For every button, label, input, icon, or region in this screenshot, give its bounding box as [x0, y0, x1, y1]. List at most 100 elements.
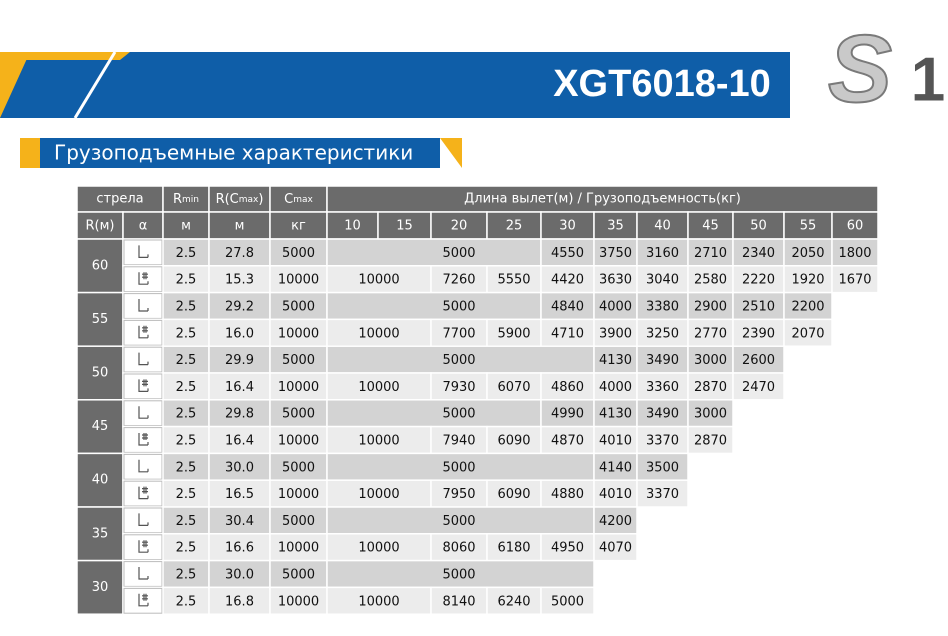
cell-text: 4130	[599, 407, 632, 422]
header-text: R(Cmax)	[216, 192, 264, 207]
cell	[593, 265, 638, 294]
icon-border	[123, 346, 163, 373]
cell-text: 29.9	[225, 353, 254, 368]
cell-text: 2870	[694, 434, 727, 449]
cell-text: 3160	[646, 246, 679, 261]
cell-text: 2470	[742, 380, 775, 395]
header-text: 45	[702, 219, 719, 234]
cell-text: 5000	[282, 353, 315, 368]
cell	[540, 372, 595, 401]
cell-text: 5000	[551, 594, 584, 609]
header-text-part: max	[239, 195, 259, 205]
merged-cell	[326, 372, 432, 401]
cell-text: 15.3	[225, 273, 254, 288]
header-text: м	[235, 219, 245, 234]
yellow-accent	[15, 52, 130, 60]
cell-text: 10000	[278, 434, 319, 449]
model: XGT6018-10	[553, 63, 771, 105]
cell	[540, 586, 595, 615]
cell	[732, 345, 785, 374]
cell-text: 10000	[358, 273, 399, 288]
cell-text: 2870	[694, 380, 727, 395]
header-text: стрела	[96, 192, 143, 207]
cell-text: 6090	[497, 434, 530, 449]
cell-text: 2.5	[176, 541, 197, 556]
cell-text: 3040	[646, 273, 679, 288]
cell-text: 29.8	[225, 407, 254, 422]
header-cell	[430, 211, 488, 240]
cell-text: 5000	[442, 246, 475, 261]
header-text: 25	[506, 219, 523, 234]
header-text: Rmin	[173, 192, 199, 207]
cell-text: 10000	[278, 487, 319, 502]
cell-text: 16.0	[225, 326, 254, 341]
cell-text: 3360	[646, 380, 679, 395]
cell-text: 7940	[442, 434, 475, 449]
icon-cell	[122, 399, 164, 428]
cell-text: 2340	[742, 246, 775, 261]
cell-text: 2.5	[176, 434, 197, 449]
cell	[783, 265, 833, 294]
header-cell	[377, 211, 432, 240]
header-text-part: )	[258, 192, 263, 207]
yellow-accent	[20, 138, 40, 168]
cell-text: 10000	[358, 541, 399, 556]
cell-text: 2.5	[176, 380, 197, 395]
hook-icon	[142, 486, 148, 494]
icon-cell	[122, 291, 164, 321]
hook-icon	[138, 245, 149, 258]
merged-cell	[326, 238, 542, 267]
cell-text: 2710	[694, 246, 727, 261]
hook-icon	[138, 352, 149, 366]
boom-cell	[76, 559, 124, 615]
header-text: 55	[800, 219, 817, 234]
cell-text: 16.4	[225, 380, 254, 395]
cell	[687, 238, 734, 267]
cell-text: 2.5	[176, 460, 197, 475]
cell-text: 5000	[442, 300, 475, 315]
section-bar	[40, 138, 440, 168]
cell	[162, 345, 210, 374]
header-text: 30	[559, 219, 576, 234]
hook-icon	[138, 272, 149, 285]
cell-text: 5000	[442, 407, 475, 422]
cell-text: 3900	[599, 326, 632, 341]
cell-text: 3000	[694, 353, 727, 368]
icon-cell	[122, 238, 164, 267]
header-cell	[831, 211, 879, 240]
cell-text: 4200	[599, 514, 632, 529]
cell	[593, 533, 638, 562]
header-cell	[269, 185, 328, 213]
cell-text: 8060	[442, 541, 475, 556]
cell-text: 4140	[599, 460, 632, 475]
cell	[269, 586, 328, 615]
header-text-part: R(C	[216, 192, 239, 207]
icon-border	[123, 373, 163, 400]
hook-icon	[142, 325, 148, 333]
cell-text: 4860	[551, 380, 584, 395]
cell-text: 4870	[551, 434, 584, 449]
merged-cell	[326, 291, 542, 321]
hook-icon	[142, 272, 148, 280]
cell-text: 4840	[551, 300, 584, 315]
icon-border	[123, 239, 163, 266]
logo-bg	[790, 20, 948, 125]
header-cell	[540, 211, 595, 240]
cell-text: 27.8	[225, 246, 254, 261]
icon-border	[123, 319, 163, 346]
cell	[540, 238, 595, 267]
icon-border	[123, 507, 163, 534]
cell-text: 6240	[497, 594, 530, 609]
icon-border	[123, 453, 163, 480]
cell-text: 2.5	[176, 407, 197, 422]
cell	[831, 265, 879, 294]
cell	[208, 479, 271, 508]
icon-border	[123, 266, 163, 293]
cell-text: 30.4	[225, 514, 254, 529]
cell-text: 3750	[599, 246, 632, 261]
header-text: 60	[847, 219, 864, 234]
header-text: 35	[607, 219, 624, 234]
cell	[269, 559, 328, 589]
blue-band	[0, 52, 948, 118]
